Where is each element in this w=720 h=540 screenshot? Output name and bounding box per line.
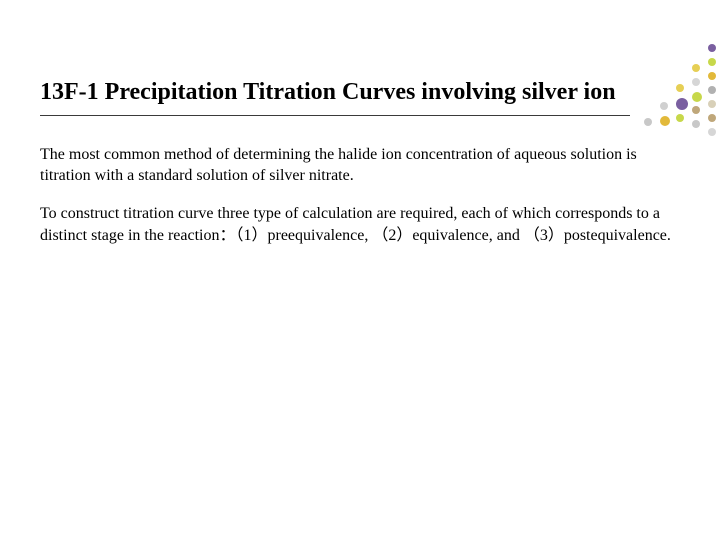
decor-dot: [660, 102, 668, 110]
title-row: 13F-1 Precipitation Titration Curves inv…: [40, 78, 680, 107]
decor-dot: [660, 116, 670, 126]
decor-dot: [708, 86, 716, 94]
decor-dot: [708, 128, 716, 136]
decor-dot: [708, 100, 716, 108]
slide: 13F-1 Precipitation Titration Curves inv…: [0, 0, 720, 540]
decor-dot: [676, 84, 684, 92]
decor-dot: [676, 114, 684, 122]
decor-dot: [692, 120, 700, 128]
paragraph-2: To construct titration curve three type …: [40, 203, 680, 246]
decor-dot: [676, 98, 688, 110]
decor-dot: [708, 44, 716, 52]
corner-decor: [620, 44, 720, 144]
decor-dot: [692, 64, 700, 72]
decor-dot: [692, 106, 700, 114]
decor-dot: [644, 118, 652, 126]
paragraph-1: The most common method of determining th…: [40, 144, 680, 187]
decor-dot: [708, 114, 716, 122]
decor-dot: [708, 72, 716, 80]
slide-title: 13F-1 Precipitation Titration Curves inv…: [40, 78, 680, 107]
title-rule: [40, 115, 630, 116]
decor-dot: [692, 92, 702, 102]
decor-dot: [692, 78, 700, 86]
decor-dot: [708, 58, 716, 66]
